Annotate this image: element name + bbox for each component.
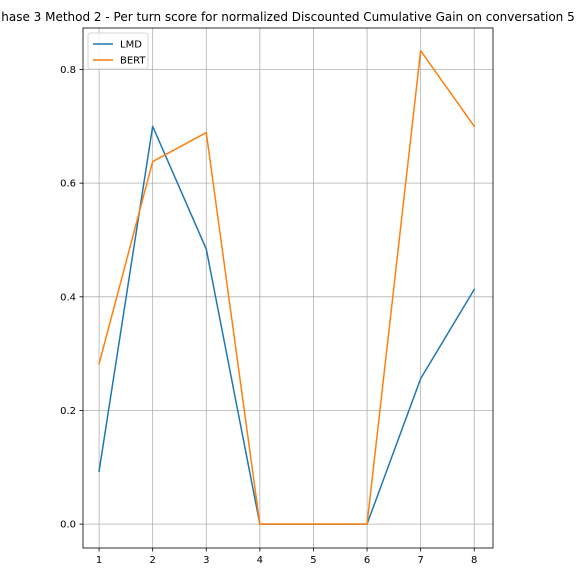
x-tick-label: 7 <box>417 555 423 566</box>
y-tick-label: 0.4 <box>60 292 76 303</box>
chart-title: hase 3 Method 2 - Per turn score for nor… <box>1 10 575 24</box>
y-tick-label: 0.6 <box>60 179 76 190</box>
legend-label: LMD <box>120 40 142 51</box>
grid <box>83 28 493 548</box>
legend-label: BERT <box>120 56 146 67</box>
x-tick-label: 5 <box>310 555 316 566</box>
series-lines <box>98 49 476 525</box>
x-tick-label: 8 <box>471 555 477 566</box>
legend: LMD BERT <box>87 32 149 70</box>
x-axis: 1 2 3 4 5 6 7 8 <box>96 548 477 566</box>
x-tick-label: 2 <box>149 555 155 566</box>
y-tick-label: 0.2 <box>60 406 76 417</box>
y-tick-label: 0.0 <box>60 520 76 531</box>
y-axis: 0.0 0.2 0.4 0.6 0.8 <box>60 65 83 531</box>
x-tick-label: 4 <box>257 555 263 566</box>
series-line-lmd <box>98 125 476 525</box>
plot-frame <box>82 27 494 549</box>
series-line-bert <box>98 49 476 525</box>
x-tick-label: 1 <box>96 555 102 566</box>
x-tick-label: 3 <box>203 555 209 566</box>
y-tick-label: 0.8 <box>60 65 76 76</box>
x-tick-label: 6 <box>364 555 370 566</box>
